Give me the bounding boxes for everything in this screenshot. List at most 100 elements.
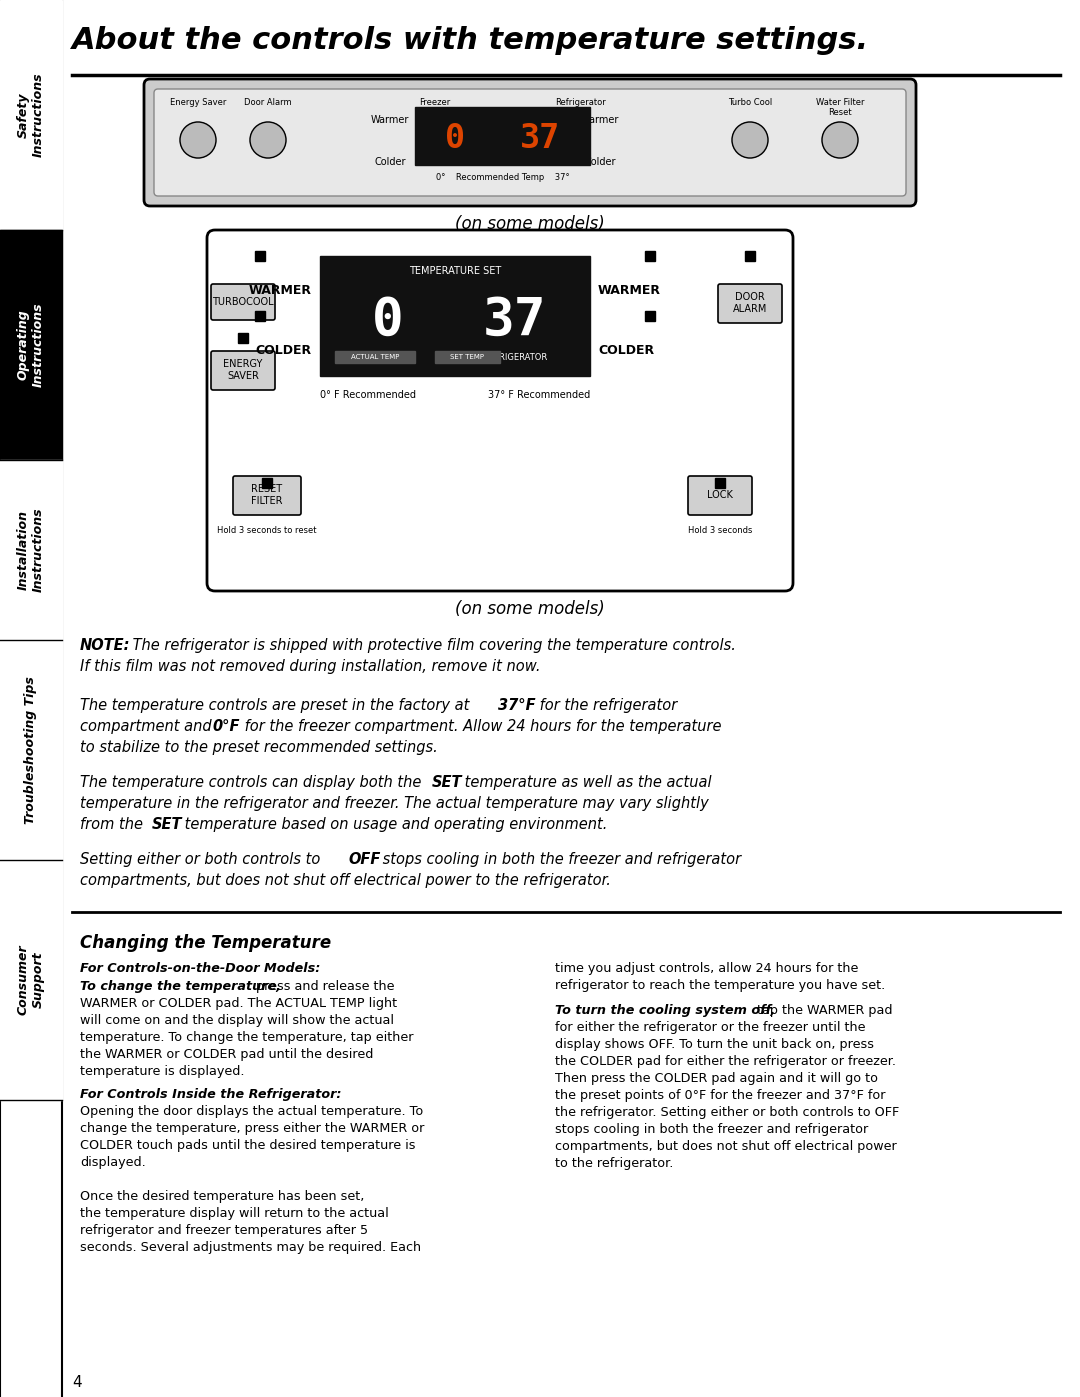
Text: For Controls Inside the Refrigerator:: For Controls Inside the Refrigerator: (80, 1088, 341, 1101)
FancyBboxPatch shape (154, 89, 906, 196)
FancyBboxPatch shape (688, 476, 752, 515)
Bar (745, 251, 755, 261)
FancyBboxPatch shape (207, 231, 793, 591)
Circle shape (249, 122, 286, 158)
Text: WARMER or COLDER pad. The ACTUAL TEMP light: WARMER or COLDER pad. The ACTUAL TEMP li… (80, 997, 397, 1010)
Text: temperature. To change the temperature, tap either: temperature. To change the temperature, … (80, 1031, 414, 1044)
Text: Then press the COLDER pad again and it will go to: Then press the COLDER pad again and it w… (555, 1071, 878, 1085)
Text: Setting either or both controls to: Setting either or both controls to (80, 852, 325, 868)
Bar (238, 332, 248, 344)
Text: will come on and the display will show the actual: will come on and the display will show t… (80, 1014, 394, 1027)
Text: 4: 4 (72, 1375, 82, 1390)
Text: Consumer
Support: Consumer Support (17, 944, 45, 1016)
Text: If this film was not removed during installation, remove it now.: If this film was not removed during inst… (80, 659, 540, 673)
Text: SET TEMP: SET TEMP (450, 353, 484, 360)
Text: the preset points of 0°F for the freezer and 37°F for: the preset points of 0°F for the freezer… (555, 1090, 886, 1102)
Text: COLDER: COLDER (256, 345, 312, 358)
Text: For Controls-on-the-Door Models:: For Controls-on-the-Door Models: (80, 963, 321, 975)
Text: Safety
Instructions: Safety Instructions (17, 73, 45, 158)
Text: To turn the cooling system off,: To turn the cooling system off, (555, 1004, 775, 1017)
Text: ACTUAL TEMP: ACTUAL TEMP (351, 353, 400, 360)
Text: temperature based on usage and operating environment.: temperature based on usage and operating… (180, 817, 607, 833)
Text: for the refrigerator: for the refrigerator (535, 698, 677, 712)
Text: DOOR
ALARM: DOOR ALARM (733, 292, 767, 314)
Text: the COLDER pad for either the refrigerator or freezer.: the COLDER pad for either the refrigerat… (555, 1055, 896, 1067)
Text: display shows OFF. To turn the unit back on, press: display shows OFF. To turn the unit back… (555, 1038, 874, 1051)
Bar (262, 478, 272, 488)
Text: 0°F: 0°F (212, 719, 240, 733)
Text: FREEZER: FREEZER (369, 353, 407, 362)
Text: Opening the door displays the actual temperature. To: Opening the door displays the actual tem… (80, 1105, 423, 1118)
Text: (on some models): (on some models) (455, 215, 605, 233)
Circle shape (180, 122, 216, 158)
Text: COLDER: COLDER (598, 345, 654, 358)
Text: temperature as well as the actual: temperature as well as the actual (460, 775, 712, 789)
Text: refrigerator and freezer temperatures after 5: refrigerator and freezer temperatures af… (80, 1224, 368, 1236)
Text: Warmer: Warmer (581, 115, 619, 124)
Text: Troubleshooting Tips: Troubleshooting Tips (25, 676, 38, 824)
Bar (415, 108, 590, 165)
Text: About the controls with temperature settings.: About the controls with temperature sett… (72, 27, 869, 54)
Text: NOTE:: NOTE: (80, 638, 131, 652)
Text: Operating
Instructions: Operating Instructions (17, 303, 45, 387)
Bar (0, 460, 62, 640)
Text: 0: 0 (445, 122, 465, 155)
Text: Freezer: Freezer (419, 98, 450, 108)
Text: REFRIGERATOR: REFRIGERATOR (483, 353, 548, 362)
Bar (435, 351, 500, 363)
Text: change the temperature, press either the WARMER or: change the temperature, press either the… (80, 1122, 424, 1134)
Text: temperature is displayed.: temperature is displayed. (80, 1065, 244, 1078)
Text: Water Filter
Reset: Water Filter Reset (815, 98, 864, 117)
Text: compartments, but does not shut off electrical power to the refrigerator.: compartments, but does not shut off elec… (80, 873, 611, 888)
Text: from the: from the (80, 817, 148, 833)
Text: compartments, but does not shut off electrical power: compartments, but does not shut off elec… (555, 1140, 896, 1153)
Text: Turbo Cool: Turbo Cool (728, 98, 772, 108)
Text: Door Alarm: Door Alarm (244, 98, 292, 108)
Text: TURBOCOOL: TURBOCOOL (212, 298, 274, 307)
Text: ENERGY
SAVER: ENERGY SAVER (224, 359, 262, 381)
Text: Colder: Colder (375, 156, 406, 168)
FancyBboxPatch shape (233, 476, 301, 515)
Bar (645, 251, 654, 261)
Bar (0, 861, 62, 1099)
Text: WARMER: WARMER (249, 285, 312, 298)
Text: Hold 3 seconds to reset: Hold 3 seconds to reset (217, 527, 316, 535)
Bar (320, 256, 590, 376)
Bar (0, 640, 62, 861)
Text: Energy Saver: Energy Saver (170, 98, 226, 108)
Text: The temperature controls are preset in the factory at: The temperature controls are preset in t… (80, 698, 474, 712)
Text: COLDER touch pads until the desired temperature is: COLDER touch pads until the desired temp… (80, 1139, 416, 1153)
Text: 37: 37 (483, 295, 546, 346)
Text: the refrigerator. Setting either or both controls to OFF: the refrigerator. Setting either or both… (555, 1106, 900, 1119)
Text: To change the temperature,: To change the temperature, (80, 981, 281, 993)
Text: the temperature display will return to the actual: the temperature display will return to t… (80, 1207, 389, 1220)
Text: for the freezer compartment. Allow 24 hours for the temperature: for the freezer compartment. Allow 24 ho… (240, 719, 721, 733)
Bar (0, 0, 62, 1397)
Text: The temperature controls can display both the: The temperature controls can display bot… (80, 775, 426, 789)
Bar (0, 231, 62, 460)
FancyBboxPatch shape (718, 284, 782, 323)
Text: Refrigerator: Refrigerator (555, 98, 606, 108)
Text: stops cooling in both the freezer and refrigerator: stops cooling in both the freezer and re… (378, 852, 741, 868)
Text: 37: 37 (519, 122, 561, 155)
Text: TEMPERATURE SET: TEMPERATURE SET (409, 265, 501, 277)
Bar (255, 251, 265, 261)
FancyBboxPatch shape (211, 284, 275, 320)
Text: 37° F Recommended: 37° F Recommended (488, 390, 590, 400)
Text: temperature in the refrigerator and freezer. The actual temperature may vary sli: temperature in the refrigerator and free… (80, 796, 708, 812)
Text: to stabilize to the preset recommended settings.: to stabilize to the preset recommended s… (80, 740, 437, 754)
Text: Warmer: Warmer (370, 115, 409, 124)
Circle shape (732, 122, 768, 158)
Bar (335, 351, 415, 363)
Text: tap the WARMER pad: tap the WARMER pad (753, 1004, 892, 1017)
Text: WARMER: WARMER (598, 285, 661, 298)
FancyBboxPatch shape (211, 351, 275, 390)
Text: LOCK: LOCK (707, 490, 733, 500)
Text: Once the desired temperature has been set,: Once the desired temperature has been se… (80, 1190, 364, 1203)
Text: Colder: Colder (584, 156, 616, 168)
Text: (on some models): (on some models) (455, 599, 605, 617)
Text: the WARMER or COLDER pad until the desired: the WARMER or COLDER pad until the desir… (80, 1048, 374, 1060)
Text: RESET
FILTER: RESET FILTER (252, 485, 283, 506)
Text: SET: SET (152, 817, 183, 833)
Bar (255, 312, 265, 321)
